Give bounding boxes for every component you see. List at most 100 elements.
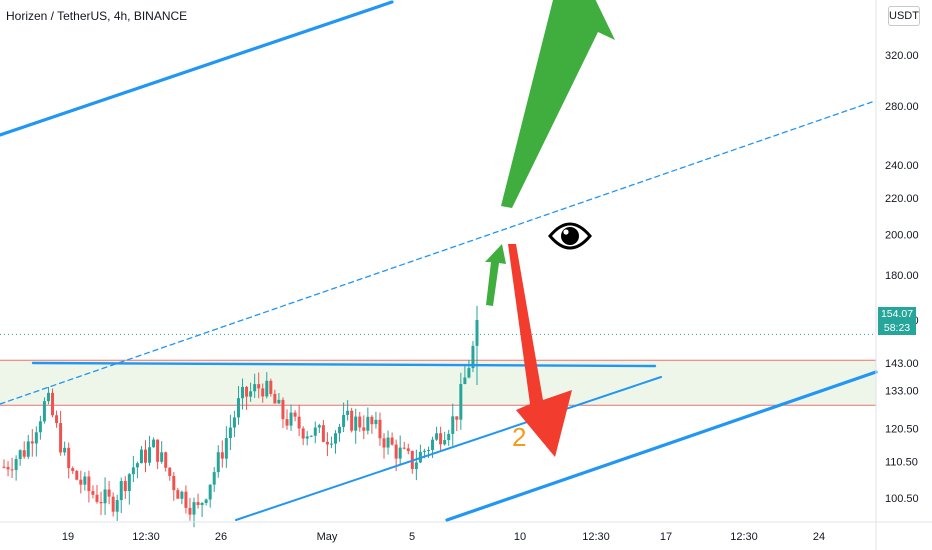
candle-body: [245, 386, 249, 397]
candle-body: [172, 475, 176, 491]
rising-support-line: [235, 376, 662, 521]
time-tick-label: May: [317, 531, 338, 543]
candle-body: [216, 452, 220, 473]
price-tick-label: 280.00: [885, 101, 919, 113]
price-tick-label: 320.00: [885, 50, 919, 62]
candle-body: [277, 399, 281, 404]
candle-body: [204, 499, 208, 503]
candle-body: [467, 368, 471, 378]
candle-body: [123, 481, 127, 492]
candle-body: [443, 440, 447, 445]
price-tick-label: 110.50: [885, 457, 918, 469]
candle-body: [475, 319, 479, 346]
candle-body: [83, 476, 87, 485]
candle-body: [338, 426, 342, 434]
candle-body: [18, 450, 22, 460]
candle-body: [212, 472, 216, 485]
candle-body: [366, 416, 370, 431]
resistance-zone: [0, 360, 876, 406]
candle-body: [285, 419, 289, 426]
candles-layer: [2, 305, 479, 528]
price-tick-label: 133.00: [885, 386, 919, 398]
candle-body: [334, 433, 338, 444]
candle-body: [261, 388, 265, 397]
resistance-zone-layer: [0, 359, 876, 406]
candle-body: [188, 507, 192, 515]
candle-body: [156, 439, 160, 462]
candle-body: [103, 489, 107, 504]
candle-body: [143, 449, 147, 463]
candle-body: [431, 439, 435, 450]
red-down-arrow: [508, 244, 572, 457]
candle-body: [249, 391, 253, 397]
candle-body: [34, 432, 38, 444]
eye-pupil: [561, 227, 579, 245]
candle-body: [111, 496, 115, 512]
candle-body: [127, 474, 131, 492]
candle-body: [362, 427, 366, 431]
candle-body: [346, 410, 350, 415]
candle-body: [301, 428, 305, 439]
candle-body: [390, 437, 394, 445]
candle-body: [160, 452, 164, 462]
candle-body: [342, 414, 346, 427]
candle-body: [168, 467, 172, 476]
price-tick-label: 180.00: [885, 270, 919, 282]
candle-body: [402, 447, 406, 449]
eye-highlight: [563, 229, 569, 235]
last-price-label: 154.07: [878, 307, 916, 321]
currency-button[interactable]: USDT: [888, 6, 920, 26]
candle-body: [208, 484, 212, 500]
candle-body: [386, 437, 390, 448]
candle-body: [224, 438, 228, 459]
candle-body: [152, 439, 156, 448]
candle-body: [297, 416, 301, 429]
price-tick-label: 200.00: [885, 230, 919, 242]
candle-body: [131, 467, 135, 475]
candle-body: [75, 470, 79, 480]
candle-body: [148, 447, 152, 463]
time-tick-label: 19: [62, 531, 74, 543]
price-tick-label: 240.00: [885, 160, 919, 172]
candle-body: [253, 384, 257, 392]
candle-body: [241, 386, 245, 399]
candle-body: [139, 449, 143, 464]
candle-body: [447, 433, 451, 441]
candle-body: [232, 417, 236, 428]
candle-body: [26, 441, 30, 457]
candle-body: [107, 489, 111, 497]
dashed-channel-line: [0, 101, 873, 405]
candle-body: [309, 435, 313, 437]
bar-countdown-label: 58:23: [878, 321, 916, 335]
candle-body: [6, 466, 10, 470]
candle-body: [22, 450, 26, 457]
price-tick-label: 220.00: [885, 193, 919, 205]
number-label: 2: [512, 422, 526, 452]
eye-icon: [548, 222, 592, 250]
candle-body: [313, 427, 317, 436]
lower-channel-line: [445, 370, 878, 522]
time-tick-label: 12:30: [132, 531, 160, 543]
candle-body: [321, 425, 325, 442]
candle-body: [91, 491, 95, 495]
candle-body: [38, 421, 42, 433]
candle-body: [30, 441, 34, 444]
candle-body: [439, 433, 443, 445]
candle-body: [426, 449, 430, 451]
time-tick-label: 10: [514, 531, 526, 543]
candle-body: [273, 393, 277, 404]
candle-body: [14, 459, 18, 471]
candle-body: [200, 502, 204, 506]
candle-body: [196, 502, 200, 506]
candle-body: [435, 433, 439, 440]
candle-body: [87, 476, 91, 492]
candle-body: [2, 466, 6, 468]
candle-body: [463, 377, 467, 384]
candle-body: [398, 447, 402, 459]
candle-body: [135, 463, 139, 468]
time-tick-label: 26: [215, 531, 227, 543]
candle-body: [228, 427, 232, 439]
horizontal-level-line: [31, 361, 657, 368]
